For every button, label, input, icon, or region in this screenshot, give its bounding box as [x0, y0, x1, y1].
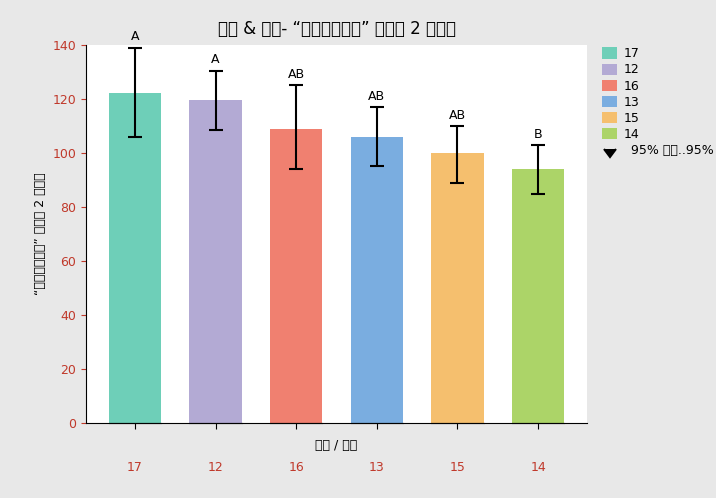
Legend: 17, 12, 16, 13, 15, 14,   95% 下限..95% 上限: 17, 12, 16, 13, 15, 14, 95% 下限..95% 上限	[599, 43, 716, 161]
Text: 17: 17	[127, 461, 143, 474]
Bar	[431, 153, 484, 423]
Text: 12: 12	[208, 461, 223, 474]
Text: AB: AB	[368, 90, 385, 103]
Bar	[351, 137, 403, 423]
Text: 16: 16	[289, 461, 304, 474]
Bar	[189, 100, 242, 423]
Text: AB: AB	[288, 68, 305, 81]
Text: 13: 13	[369, 461, 384, 474]
Text: 15: 15	[450, 461, 465, 474]
Text: 14: 14	[531, 461, 546, 474]
Bar	[109, 94, 161, 423]
Title: 年龄 & 字母- “最小二乘均值” 及另外 2 个变量: 年龄 & 字母- “最小二乘均值” 及另外 2 个变量	[218, 20, 455, 38]
Bar	[512, 169, 564, 423]
Text: A: A	[211, 53, 220, 66]
Text: AB: AB	[449, 109, 466, 122]
Text: B: B	[534, 128, 543, 141]
X-axis label: 年龄 / 字母: 年龄 / 字母	[315, 439, 358, 452]
Y-axis label: “最小二乘均值” 及另外 2 个变量: “最小二乘均值” 及另外 2 个变量	[34, 173, 47, 295]
Bar	[270, 128, 322, 423]
Text: A: A	[130, 30, 139, 43]
